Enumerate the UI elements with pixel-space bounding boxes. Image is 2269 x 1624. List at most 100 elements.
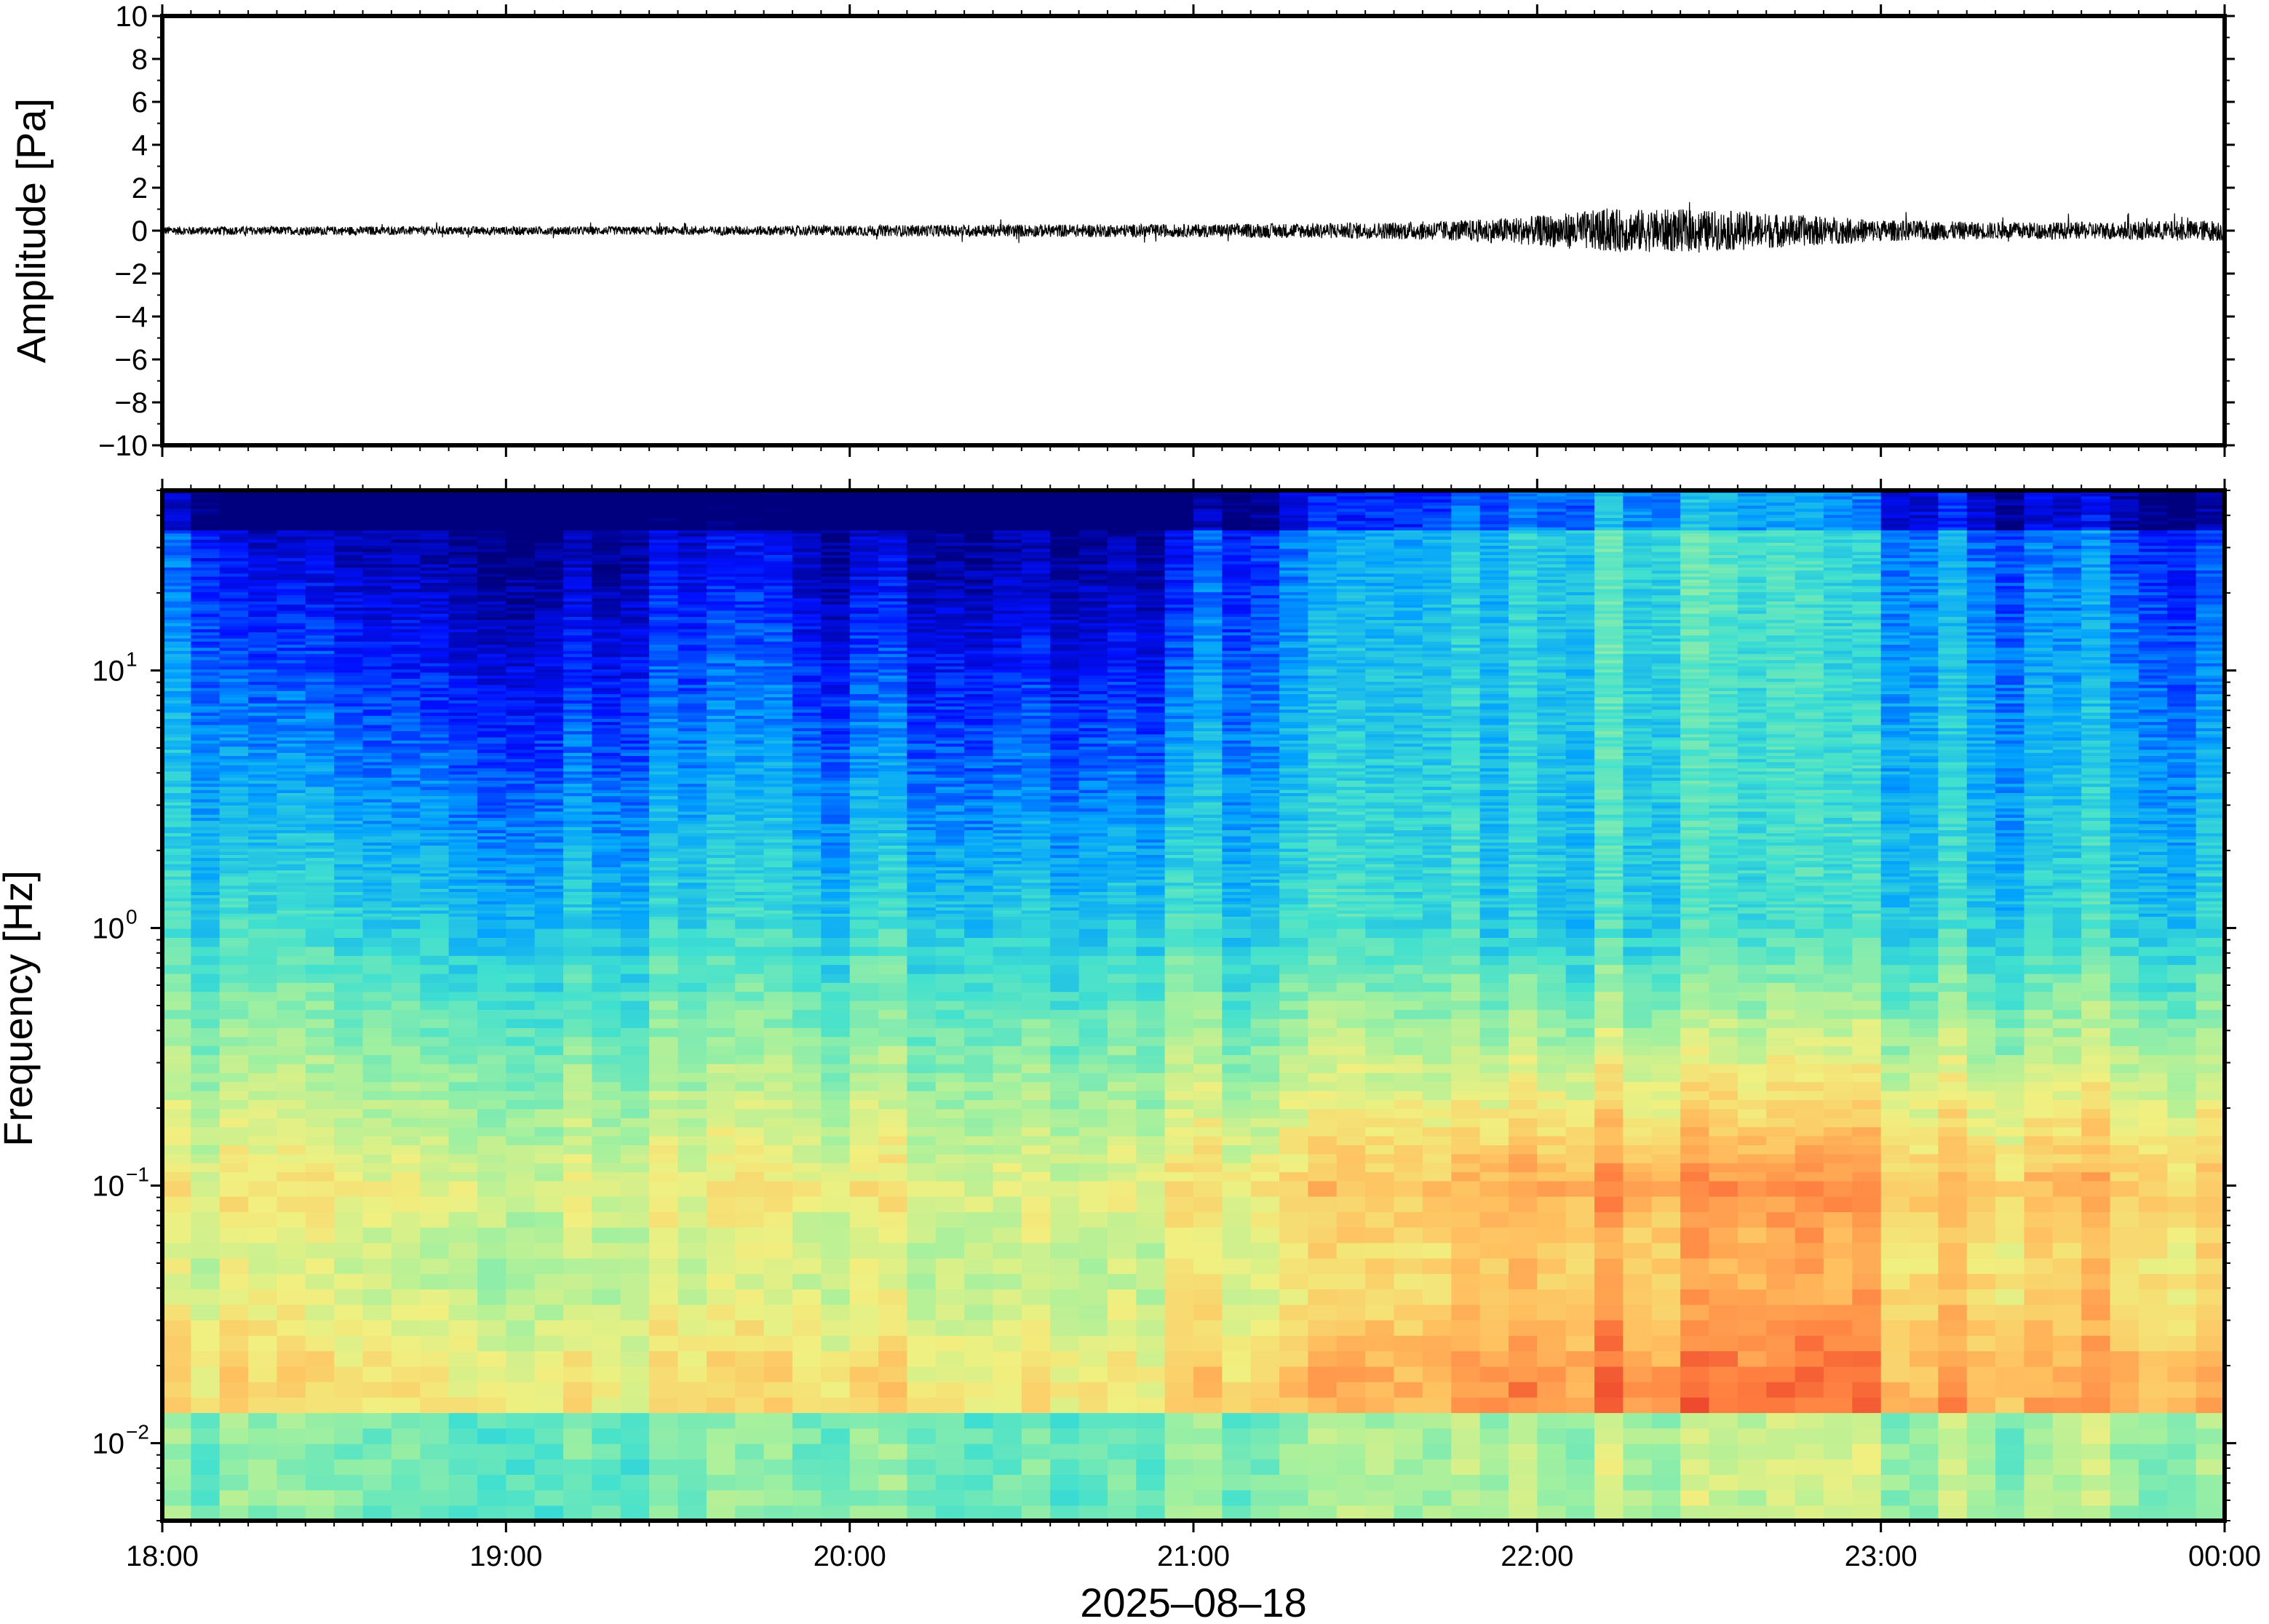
spectrogram-cell [477, 526, 507, 530]
spectrogram-cell [448, 1000, 478, 1011]
spectrogram-cell [506, 1027, 536, 1038]
spectrogram-cell [735, 533, 765, 537]
spectrogram-cell [649, 733, 679, 738]
spectrogram-cell [277, 839, 306, 843]
spectrogram-cell [677, 1443, 707, 1460]
spectrogram-cell [334, 798, 364, 803]
spectrogram-cell [735, 827, 765, 830]
spectrogram-cell [362, 712, 392, 716]
spectrogram-cell [763, 740, 793, 744]
spectrogram-cell [792, 501, 822, 506]
spectrogram-cell [706, 530, 736, 534]
spectrogram-cell [277, 765, 306, 768]
spectrogram-cell [162, 501, 192, 506]
spectrogram-cell [305, 1350, 335, 1367]
spectrogram-cell [191, 613, 220, 617]
spectrogram-cell [191, 964, 220, 974]
spectrogram-cell [420, 736, 450, 741]
spectrogram-cell [620, 1180, 650, 1197]
spectrogram-cell [162, 696, 192, 701]
spectrogram-cell [277, 1099, 306, 1110]
spectrogram-cell [277, 773, 306, 778]
spectrogram-cell [448, 795, 478, 800]
spectrogram-cell [305, 597, 335, 602]
spectrogram-cell [162, 904, 192, 908]
spectrogram-cell [506, 736, 536, 741]
spectrogram-cell [763, 567, 793, 571]
spectrogram-cell [878, 1350, 908, 1367]
spectrogram-cell [592, 808, 621, 812]
spectrogram-cell [706, 798, 736, 803]
spectrogram-cell [248, 937, 278, 947]
spectrogram-cell [277, 1018, 306, 1028]
spectrogram-cell [763, 1045, 793, 1056]
spectrogram-cell [277, 755, 306, 760]
spectrogram-cell [620, 715, 650, 719]
spectrogram-cell [735, 563, 765, 568]
spectrogram-cell [248, 919, 278, 929]
spectrogram-cell [849, 588, 879, 592]
spectrogram-cell [620, 610, 650, 614]
spectrogram-cell [620, 765, 650, 768]
spectrogram-cell [563, 805, 593, 809]
spectrogram-cell [420, 625, 450, 629]
spectrogram-cell [792, 678, 822, 682]
spectrogram-cell [649, 1242, 679, 1259]
spectrogram-cell [821, 1171, 851, 1182]
spectrogram-cell [477, 1227, 507, 1243]
spectrogram-cell [362, 721, 392, 725]
spectrogram-cell [477, 857, 507, 861]
spectrogram-cell [649, 545, 679, 549]
spectrogram-cell [706, 1027, 736, 1038]
spectrogram-cell [248, 863, 278, 867]
spectrogram-cell [792, 765, 822, 768]
spectrogram-cell [305, 619, 335, 624]
spectrogram-cell [362, 773, 392, 778]
spectrogram-cell [735, 560, 765, 565]
spectrogram-cell [305, 1171, 335, 1182]
spectrogram-cell [362, 600, 392, 605]
spectrogram-cell [334, 907, 364, 911]
spectrogram-cell [563, 530, 593, 534]
spectrogram-cell [620, 808, 650, 812]
spectrogram-cell [792, 768, 822, 772]
spectrogram-cell [362, 872, 392, 877]
spectrogram-cell [391, 1018, 421, 1028]
spectrogram-cell [763, 909, 793, 914]
spectrogram-cell [706, 731, 736, 735]
spectrogram-cell [448, 1145, 478, 1155]
spectrogram-cell [477, 585, 507, 589]
spectrogram-cell [248, 684, 278, 688]
spectrogram-cell [763, 817, 793, 821]
spectrogram-cell [162, 703, 192, 706]
spectrogram-cell [792, 576, 822, 580]
spectrogram-cell [448, 916, 478, 920]
spectrogram-cell [649, 669, 679, 673]
spectrogram-cell [735, 554, 765, 559]
spectrogram-cell [277, 1063, 306, 1073]
spectrogram-cell [162, 771, 192, 775]
spectrogram-cell [219, 523, 249, 528]
spectrogram-cell [305, 637, 335, 642]
spectrogram-cell [420, 848, 450, 852]
spectrogram-cell [391, 789, 421, 793]
spectrogram-cell [248, 517, 278, 522]
spectrogram-cell [563, 802, 593, 805]
spectrogram-cell [391, 632, 421, 636]
spectrogram-cell [706, 1459, 736, 1475]
spectrogram-cell [420, 882, 450, 886]
spectrogram-cell [305, 814, 335, 818]
spectrogram-cell [849, 894, 879, 899]
spectrogram-cell [420, 662, 450, 666]
spectrogram-cell [677, 690, 707, 695]
spectrogram-cell [448, 634, 478, 639]
spectrogram-cell [506, 820, 536, 824]
spectrogram-cell [706, 773, 736, 778]
spectrogram-cell [420, 495, 450, 500]
spectrogram-cell [305, 817, 335, 821]
spectrogram-cell [563, 536, 593, 540]
spectrogram-cell [677, 629, 707, 633]
spectrogram-cell [219, 867, 249, 871]
spectrogram-cell [477, 1063, 507, 1073]
